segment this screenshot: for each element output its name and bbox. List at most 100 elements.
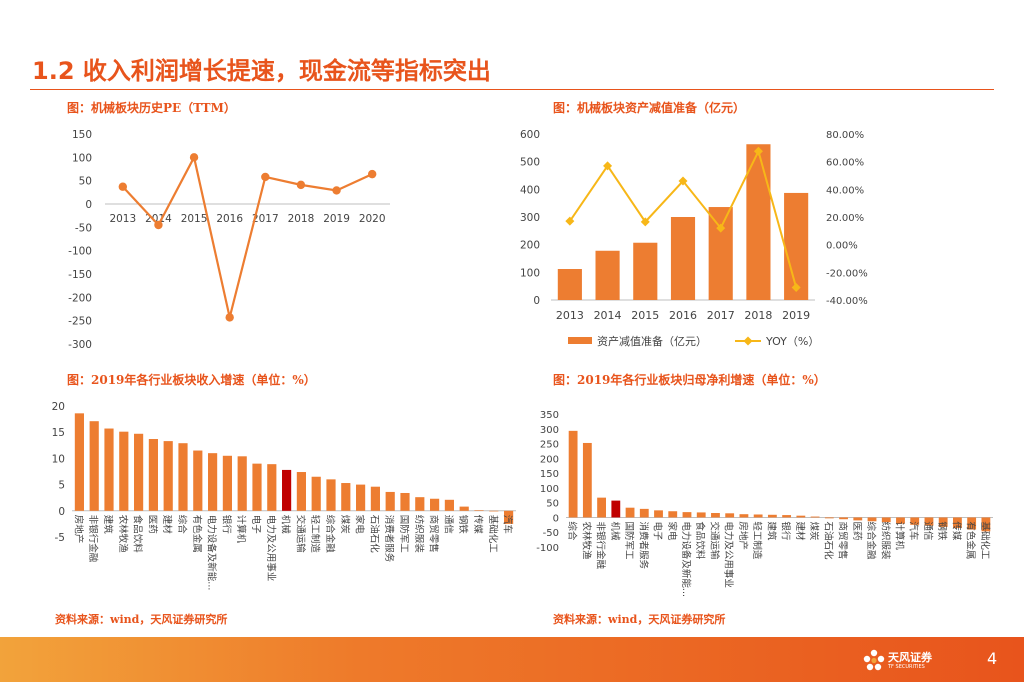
revenue-category-label: 交通运输 [294,515,306,554]
impairment-right-tick-label: -40.00% [826,296,868,307]
pe-y-tick-label: -100 [68,246,92,258]
profit-category-label: 纺织服装 [879,521,891,560]
revenue-category-label: 农林牧渔 [117,515,129,554]
logo-name: 天风证券 [888,651,932,664]
pe-x-tick-label: 2016 [216,213,243,225]
impairment-left-tick-label: 200 [520,240,540,252]
impairment-x-tick-label: 2019 [782,309,810,322]
profit-category-label: 通信 [922,521,934,540]
profit-bar [839,517,848,520]
profit-category-label: 钢铁 [936,521,948,541]
profit-bar [810,516,820,518]
profit-y-tick-label: 0 [553,513,559,524]
pe-y-tick-label: -200 [68,292,92,304]
revenue-category-label: 房地产 [72,515,84,544]
profit-y-tick-label: 50 [546,499,559,510]
profit-category-label: 计算机 [893,521,905,550]
impairment-left-tick-label: 100 [520,267,540,279]
pe-x-tick-label: 2020 [359,213,386,225]
profit-category-label: 机械 [609,521,621,541]
revenue-y-tick-label: 20 [52,401,65,413]
impairment-x-tick-label: 2016 [669,309,697,322]
impairment-left-tick-label: 500 [520,157,540,169]
revenue-bar [385,491,395,511]
profit-y-tick-label: 100 [540,484,559,495]
revenue-bar [430,498,440,511]
profit-category-label: 建材 [794,521,806,541]
impairment-x-tick-label: 2013 [556,309,584,322]
revenue-category-label: 纺织服装 [413,515,425,554]
revenue-bar [282,469,292,511]
revenue-category-label: 家电 [354,515,366,535]
impairment-x-tick-label: 2014 [594,309,622,322]
profit-category-label: 商贸零售 [837,521,849,559]
revenue-bar [252,463,262,511]
profit-category-label: 银行 [780,521,792,541]
profit-bar [753,514,763,518]
impairment-x-tick-label: 2018 [744,309,772,322]
revenue-category-label: 轻工制造 [309,515,321,554]
revenue-y-tick-label: 5 [58,480,65,492]
profit-bar [938,517,948,527]
impairment-left-tick-label: 400 [520,184,540,196]
revenue-category-label: 基础化工 [487,515,499,554]
impairment-yoy-marker [678,176,688,186]
impairment-bar [708,207,733,300]
pe-y-tick-label: 50 [79,176,92,188]
impairment-yoy-marker [791,283,801,293]
profit-category-label: 食品饮料 [694,521,706,560]
profit-category-label: 石油石化 [822,521,834,560]
pe-y-tick-label: 150 [72,129,92,141]
impairment-left-tick-label: 600 [520,129,540,141]
impairment-x-tick-label: 2017 [707,309,735,322]
pe-x-tick-label: 2017 [252,213,279,225]
flower-logo-icon [863,649,885,671]
profit-bar [696,512,706,518]
revenue-chart-caption: 图：2019年各行业板块收入增速（单位：%） [67,373,316,387]
profit-category-label: 煤炭 [808,521,820,541]
revenue-category-label: 医药 [146,515,157,534]
impairment-chart-caption: 图：机械板块资产减值准备（亿元） [553,101,746,115]
profit-bar [910,517,920,525]
revenue-category-label: 电力设备及新能... [206,515,218,591]
revenue-bar [222,455,232,511]
profit-category-label: 电力设备及新能... [680,521,692,597]
profit-bar [967,517,977,530]
profit-bar [668,511,678,518]
revenue-category-label: 煤炭 [339,515,351,535]
revenue-bar [311,476,321,511]
profit-bar [725,513,735,518]
impairment-yoy-marker [565,216,575,226]
profit-category-label: 农林牧渔 [580,521,592,560]
profit-y-tick-label: 250 [540,440,559,451]
impairment-right-tick-label: 60.00% [826,158,864,169]
profit-bar [739,514,749,518]
pe-chart-caption: 图：机械板块历史PE（TTM） [67,101,236,115]
profit-y-tick-label: 150 [540,469,559,480]
pe-data-point [225,313,234,322]
revenue-bar [134,433,144,511]
profit-y-tick-label: 300 [540,425,559,436]
pe-x-tick-label: 2019 [323,213,350,225]
profit-bar [711,513,720,518]
revenue-bar [489,510,499,512]
revenue-bar [370,486,380,511]
profit-bar [568,430,578,518]
pe-x-tick-label: 2015 [181,213,208,225]
profit-bar [824,517,834,519]
revenue-category-label: 有色金属 [191,515,203,553]
pe-data-point [367,169,377,179]
revenue-bar [356,484,366,511]
revenue-bar [193,450,203,511]
impairment-x-tick-label: 2015 [631,309,659,322]
revenue-bar [163,441,173,511]
impairment-yoy-marker [716,223,726,233]
revenue-bar [104,428,114,511]
profit-category-label: 传媒 [950,521,962,541]
profit-bar [896,517,905,524]
revenue-category-label: 非银行金融 [87,515,99,563]
pe-data-point [189,153,199,162]
revenue-category-label: 电子 [250,515,262,535]
pe-data-point [296,180,306,190]
